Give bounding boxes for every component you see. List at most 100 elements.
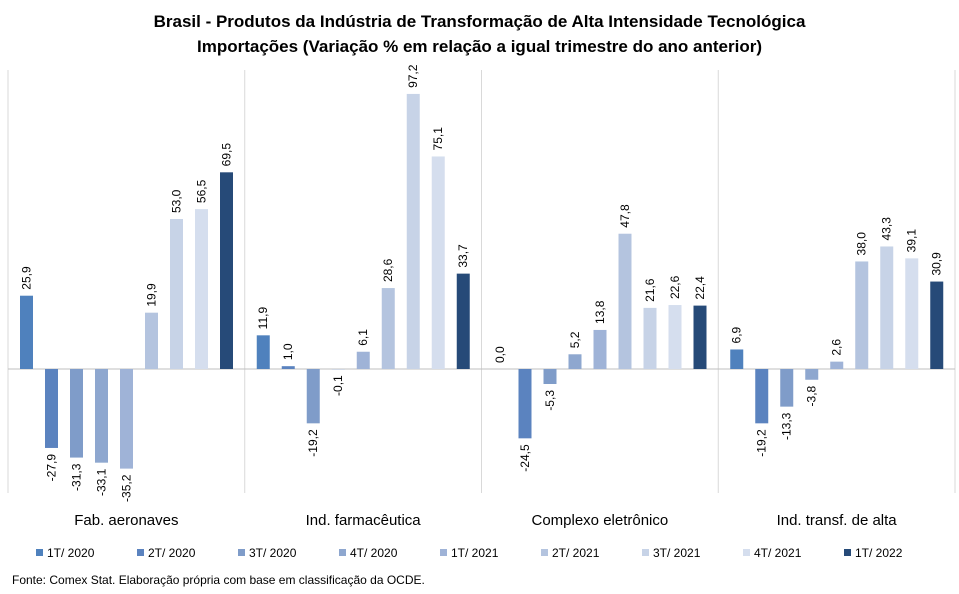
legend-label: 1T/ 2021 xyxy=(451,546,499,560)
data-label: 19,9 xyxy=(145,283,159,307)
bar xyxy=(855,261,869,369)
data-label: 33,7 xyxy=(456,244,470,268)
data-label: 6,9 xyxy=(730,326,744,343)
data-label: 28,6 xyxy=(381,258,395,282)
bar xyxy=(780,369,794,407)
legend-label: 3T/ 2020 xyxy=(249,546,297,560)
data-label: 22,4 xyxy=(693,276,707,300)
bar xyxy=(880,246,894,369)
bar xyxy=(120,369,133,469)
legend-item: 3T/ 2020 xyxy=(238,545,296,561)
data-label: 13,8 xyxy=(593,300,607,324)
bar xyxy=(568,354,582,369)
bar xyxy=(381,288,395,369)
chart-subtitle: Importações (Variação % em relação a igu… xyxy=(197,37,762,56)
data-label: -13,3 xyxy=(780,412,794,440)
legend-item: 2T/ 2021 xyxy=(541,545,599,561)
legend-swatch xyxy=(440,549,447,556)
source-note: Fonte: Comex Stat. Elaboração própria co… xyxy=(12,573,425,587)
bar xyxy=(95,369,108,463)
chart-title: Brasil - Produtos da Indústria de Transf… xyxy=(153,12,806,31)
bar xyxy=(70,369,83,458)
legend-swatch xyxy=(339,549,346,556)
data-label: 0,0 xyxy=(493,346,507,363)
legend-swatch xyxy=(844,549,851,556)
data-label: 6,1 xyxy=(356,329,370,346)
data-label: 2,6 xyxy=(830,339,844,356)
category-label: Fab. aeronaves xyxy=(74,512,178,529)
legend-label: 1T/ 2020 xyxy=(47,546,95,560)
legend-item: 1T/ 2021 xyxy=(440,545,498,561)
data-label: -27,9 xyxy=(45,454,59,482)
data-label: -31,3 xyxy=(70,463,84,491)
data-label: 11,9 xyxy=(256,307,270,330)
bar xyxy=(593,329,607,369)
data-label: 22,6 xyxy=(668,275,682,299)
data-label: -3,8 xyxy=(805,385,819,406)
bar xyxy=(195,209,208,369)
bar xyxy=(170,219,183,369)
data-label: 43,3 xyxy=(880,217,894,241)
bar xyxy=(306,369,320,424)
bar xyxy=(930,281,944,369)
bar xyxy=(518,369,532,439)
legend-item: 1T/ 2022 xyxy=(844,545,902,561)
data-label: 53,0 xyxy=(170,189,184,213)
legend-label: 1T/ 2022 xyxy=(855,546,903,560)
bar xyxy=(668,305,682,369)
data-label: 75,1 xyxy=(431,127,445,151)
legend-item: 3T/ 2021 xyxy=(642,545,700,561)
legend-swatch xyxy=(642,549,649,556)
data-label: -33,1 xyxy=(95,468,109,496)
bar xyxy=(256,335,270,369)
bar xyxy=(905,258,919,369)
legend-swatch xyxy=(238,549,245,556)
bar xyxy=(643,307,657,369)
data-label: 21,6 xyxy=(643,278,657,302)
data-label: 25,9 xyxy=(20,266,34,290)
data-label: -35,2 xyxy=(120,474,134,502)
legend-label: 4T/ 2021 xyxy=(754,546,802,560)
bar xyxy=(830,361,844,369)
bar xyxy=(730,349,744,369)
legend-item: 4T/ 2021 xyxy=(743,545,801,561)
bar xyxy=(281,366,295,369)
legend-item: 1T/ 2020 xyxy=(36,545,94,561)
legend-label: 4T/ 2020 xyxy=(350,546,398,560)
legend-label: 2T/ 2020 xyxy=(148,546,196,560)
bar xyxy=(145,312,158,369)
data-label: 39,1 xyxy=(905,229,919,253)
bar xyxy=(693,305,707,369)
legend-swatch xyxy=(743,549,750,556)
bar xyxy=(20,295,33,369)
legend-label: 3T/ 2021 xyxy=(653,546,701,560)
data-label: -0,1 xyxy=(331,375,345,396)
bar xyxy=(755,369,769,424)
bar xyxy=(220,172,233,369)
data-label: 30,9 xyxy=(930,252,944,276)
data-label: 1,0 xyxy=(281,343,295,360)
legend-swatch xyxy=(541,549,548,556)
category-label: Complexo eletrônico xyxy=(532,512,669,529)
bar xyxy=(543,369,557,384)
bar xyxy=(406,93,420,369)
data-label: 56,5 xyxy=(195,179,209,203)
data-label: 69,5 xyxy=(220,143,234,167)
data-label: -5,3 xyxy=(543,390,557,411)
bar xyxy=(431,156,445,369)
bar-chart: Fab. aeronaves 25,9 -27,9 -31,3 -33,1 -35,2 19… xyxy=(7,64,956,529)
legend-item: 2T/ 2020 xyxy=(137,545,195,561)
legend-swatch xyxy=(36,549,43,556)
data-label: 38,0 xyxy=(855,232,869,256)
bar xyxy=(456,273,470,369)
data-label: 97,2 xyxy=(406,64,420,88)
data-label: -19,2 xyxy=(306,429,320,457)
category-label: Ind. farmacêutica xyxy=(306,512,422,529)
bar xyxy=(356,351,370,369)
data-label: 5,2 xyxy=(568,331,582,348)
data-label: -19,2 xyxy=(755,429,769,457)
data-label: -24,5 xyxy=(518,444,532,472)
legend-label: 2T/ 2021 xyxy=(552,546,600,560)
bar xyxy=(618,233,632,369)
category-label: Ind. transf. de alta xyxy=(777,512,898,529)
